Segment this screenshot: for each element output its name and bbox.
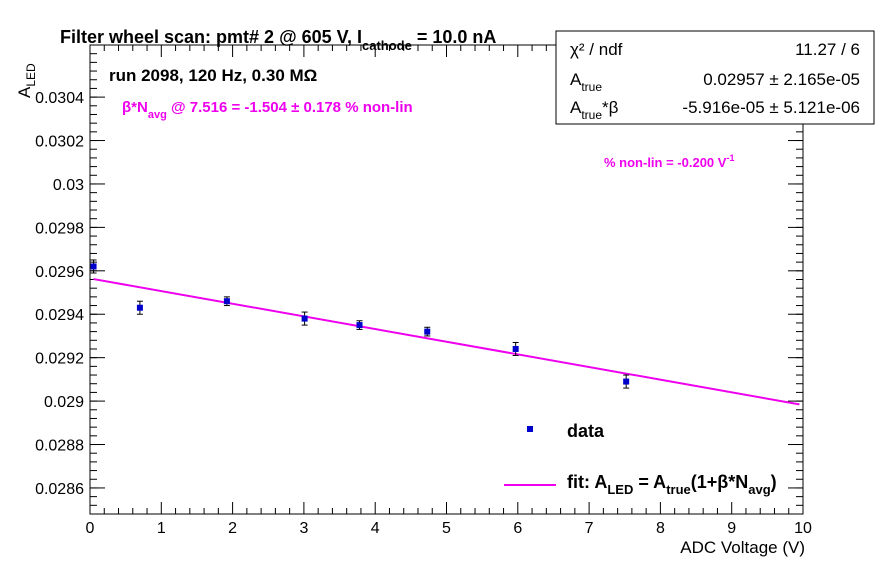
y-tick-label: 0.0288 — [35, 438, 84, 455]
x-tick-label: 10 — [794, 520, 812, 537]
data-point — [90, 263, 97, 270]
x-tick-label: 7 — [585, 520, 594, 537]
stat-chi2-label: χ² / ndf — [570, 40, 623, 59]
y-tick-label: 0.0286 — [35, 481, 84, 498]
y-axis-label: ALED — [15, 63, 38, 98]
y-tick-label: 0.029 — [44, 394, 84, 411]
x-tick-label: 5 — [442, 520, 451, 537]
y-tick-label: 0.0298 — [35, 220, 84, 237]
data-point — [356, 322, 363, 329]
stats-box-frame — [555, 30, 875, 125]
fit-line-group — [93, 278, 800, 406]
data-points — [90, 259, 630, 389]
x-tick-label: 1 — [157, 520, 166, 537]
y-axis-ticks: 0.0286 0.0288 0.029 0.0292 0.0294 0.0296 0.029… — [35, 44, 803, 515]
x-tick-label: 2 — [228, 520, 237, 537]
run-subtitle: run 2098, 120 Hz, 0.30 MΩ — [109, 66, 317, 85]
legend: data fit: ALED = Atrue(1+β*Navg) — [504, 421, 777, 497]
stat-atb-label: Atrue*β — [570, 98, 619, 122]
x-tick-label: 8 — [656, 520, 665, 537]
x-tick-label: 0 — [86, 520, 95, 537]
legend-fit-label: fit: ALED = Atrue(1+β*Navg) — [567, 472, 777, 497]
x-tick-label: 3 — [299, 520, 308, 537]
x-axis-label: ADC Voltage (V) — [680, 538, 805, 557]
fit-line — [93, 278, 800, 406]
stat-chi2-value: 11.27 / 6 — [795, 40, 860, 59]
y-tick-label: 0.0292 — [35, 351, 84, 368]
nonlin-annotation: % non-lin = -0.200 V-1 — [604, 153, 734, 170]
x-tick-label: 6 — [513, 520, 522, 537]
x-tick-label: 4 — [371, 520, 380, 537]
data-point — [136, 304, 143, 311]
x-axis-ticks: 0 1 2 3 4 5 6 7 8 9 10 — [86, 45, 812, 537]
x-tick-label: 9 — [727, 520, 736, 537]
y-tick-label: 0.0294 — [35, 307, 84, 324]
y-tick-label: 0.0296 — [35, 264, 84, 281]
data-point — [512, 345, 519, 352]
chart-title: Filter wheel scan: pmt# 2 @ 605 V, Icath… — [60, 27, 496, 53]
beta-annotation: β*Navg @ 7.516 = -1.504 ± 0.178 % non-li… — [122, 99, 413, 121]
data-point — [301, 315, 308, 322]
y-tick-label: 0.0304 — [35, 90, 84, 107]
y-tick-label: 0.03 — [53, 177, 84, 194]
data-point — [424, 328, 431, 335]
stat-atb-value: -5.916e-05 ± 5.121e-06 — [682, 98, 860, 117]
stat-atrue-label: Atrue — [570, 70, 602, 94]
data-point — [623, 378, 630, 385]
y-tick-label: 0.0302 — [35, 134, 84, 151]
fit-stats-box: χ² / ndf 11.27 / 6 Atrue 0.02957 ± 2.165… — [555, 30, 875, 125]
data-point — [223, 298, 230, 305]
stat-atrue-value: 0.02957 ± 2.165e-05 — [703, 70, 860, 89]
legend-data-label: data — [567, 421, 605, 441]
legend-data-marker — [527, 426, 533, 432]
